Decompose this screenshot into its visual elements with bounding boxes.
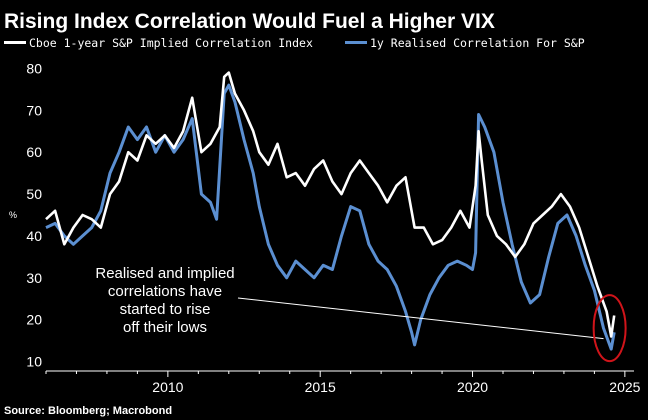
legend-label-implied: Cboe 1-year S&P Implied Correlation Inde… — [29, 36, 313, 50]
x-tick-label: 2025 — [609, 379, 640, 395]
annotation: Realised and implied correlations have s… — [95, 265, 604, 340]
annotation-line-1: Realised and implied — [95, 265, 234, 282]
y-axis: 10 20 30 40 50 60 70 80 — [26, 60, 42, 369]
annotation-line-3: started to rise — [120, 301, 211, 318]
x-tick-label: 2020 — [457, 379, 488, 395]
highlight-circle — [592, 294, 627, 363]
y-tick-label: 40 — [26, 228, 42, 244]
y-tick-label: 80 — [26, 60, 42, 76]
source-note: Source: Bloomberg; Macrobond — [4, 405, 172, 417]
y-tick-label: 20 — [26, 312, 42, 328]
annotation-line-4: off their lows — [123, 319, 207, 336]
series-line-realised-correlation — [45, 83, 616, 351]
annotation-arrow — [237, 297, 604, 340]
x-tick-label: 2010 — [152, 379, 183, 395]
chart-title: Rising Index Correlation Would Fuel a Hi… — [4, 10, 495, 33]
legend-swatch-realised — [345, 41, 367, 44]
series-layer — [45, 71, 616, 351]
y-tick-label: 50 — [26, 186, 42, 202]
x-tick-label: 2015 — [305, 379, 336, 395]
legend: Cboe 1-year S&P Implied Correlation Inde… — [4, 36, 585, 50]
y-tick-label: 70 — [26, 102, 42, 118]
y-axis-unit: % — [9, 210, 17, 220]
legend-swatch-implied — [4, 41, 26, 44]
x-axis: 2010 2015 2020 2025 — [45, 371, 641, 395]
legend-label-realised: 1y Realised Correlation For S&P — [370, 36, 585, 50]
annotation-line-2: correlations have — [108, 283, 222, 300]
series-line-implied-correlation — [45, 71, 616, 338]
y-tick-label: 60 — [26, 144, 42, 160]
y-tick-label: 10 — [26, 354, 42, 370]
y-tick-label: 30 — [26, 270, 42, 286]
